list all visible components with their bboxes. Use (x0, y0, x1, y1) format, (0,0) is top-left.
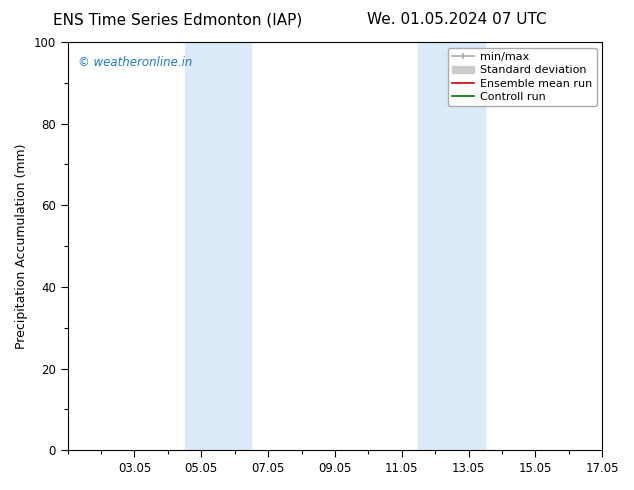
Bar (184, 42, 252, 450)
Y-axis label: Precipitation Accumulation (mm): Precipitation Accumulation (mm) (15, 144, 28, 349)
Text: ENS Time Series Edmonton (IAP): ENS Time Series Edmonton (IAP) (53, 12, 302, 27)
Text: We. 01.05.2024 07 UTC: We. 01.05.2024 07 UTC (366, 12, 547, 27)
Legend: min/max, Standard deviation, Ensemble mean run, Controll run: min/max, Standard deviation, Ensemble me… (448, 48, 597, 106)
Bar (418, 42, 485, 450)
Text: © weatheronline.in: © weatheronline.in (79, 56, 193, 70)
